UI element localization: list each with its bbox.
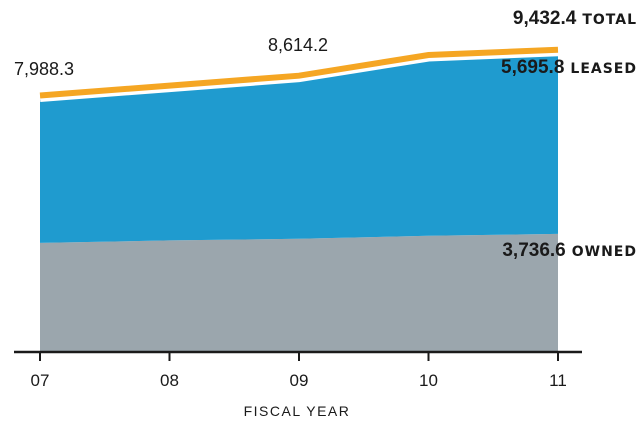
owned-area (40, 233, 558, 352)
x-tick-label-08: 08 (160, 371, 179, 390)
annotation-09: 8,614.2 (268, 35, 328, 55)
x-tick-label-10: 10 (419, 371, 438, 390)
total-end-name: TOTAL (582, 12, 637, 28)
x-tick-label-11: 11 (549, 371, 567, 390)
x-tick-label-09: 09 (290, 371, 309, 390)
leased-area (40, 53, 558, 243)
total-end-label: 9,432.4 TOTAL (513, 8, 637, 29)
leased-end-name: LEASED (570, 61, 637, 77)
x-tick-label-07: 07 (31, 371, 50, 390)
leased-end-value: 5,695.8 (501, 57, 564, 78)
owned-end-name: OWNED (572, 244, 637, 260)
total-end-value: 9,432.4 (513, 8, 577, 29)
owned-end-value: 3,736.6 (502, 240, 565, 261)
leased-end-label: 5,695.8 LEASED (501, 57, 637, 78)
owned-end-label: 3,736.6 OWNED (502, 240, 637, 261)
plot-area (39, 46, 559, 352)
x-axis-title: FISCAL YEAR (244, 403, 351, 419)
annotation-07: 7,988.3 (14, 59, 74, 79)
x-axis-ticks: 07 08 09 10 11 (31, 352, 567, 390)
total-line (39, 46, 559, 99)
